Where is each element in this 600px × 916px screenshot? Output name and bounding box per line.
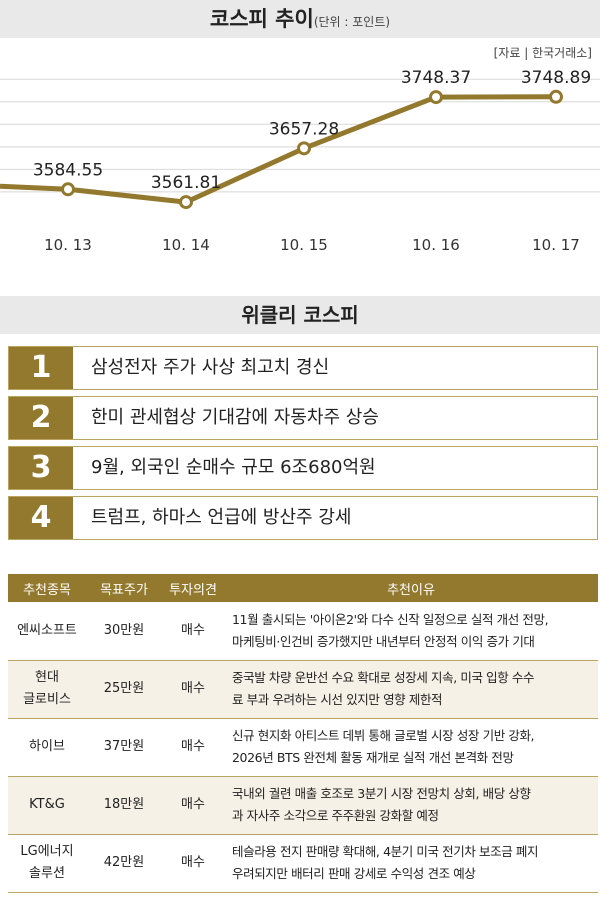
unit-label: (단위 : 포인트) [313, 15, 391, 29]
opinion: 매수 [162, 776, 224, 835]
weekly-item: 3 9월, 외국인 순매수 규모 6조680억원 [8, 446, 598, 490]
chart-title: 코스피 추이 [209, 7, 314, 31]
table-row: 엔씨소프트 30만원 매수 11월 출시되는 '아이온2'와 다수 신작 일정으… [8, 602, 598, 661]
table-header-row: 추천종목 목표주가 투자의견 추천이유 [8, 574, 598, 602]
source-label: [자료 | 한국거래소] [493, 46, 592, 60]
recommendation-table: 추천종목 목표주가 투자의견 추천이유 엔씨소프트 30만원 매수 11월 출시… [8, 574, 598, 893]
reason: 11월 출시되는 '아이온2'와 다수 신작 일정으로 실적 개선 전망, 마케팅… [224, 602, 598, 661]
target-price: 18만원 [86, 776, 162, 835]
stock-name: KT&G [8, 776, 86, 835]
reason: 중국발 차량 운반선 수요 확대로 성장세 지속, 미국 입항 수수 료 부과 우… [224, 660, 598, 719]
weekly-item: 4 트럼프, 하마스 언급에 방산주 강세 [8, 496, 598, 540]
data-label: 3657.28 [269, 119, 339, 139]
x-tick-label: 10. 13 [44, 236, 92, 254]
weekly-item: 2 한미 관세협상 기대감에 자동차주 상승 [8, 396, 598, 440]
target-price: 30만원 [86, 602, 162, 661]
header-stock: 추천종목 [8, 574, 86, 602]
table-row: KT&G 18만원 매수 국내외 궐련 매출 호조로 3분기 시장 전망치 상회… [8, 776, 598, 835]
weekly-item-text: 삼성전자 주가 사상 최고치 경신 [91, 357, 330, 378]
stock-name: 하이브 [8, 718, 86, 777]
opinion: 매수 [162, 660, 224, 719]
table-row: 하이브 37만원 매수 신규 현지화 아티스트 데뷔 통해 글로벌 시장 성장 … [8, 718, 598, 777]
weekly-item-number: 1 [9, 347, 73, 389]
target-price: 42만원 [86, 834, 162, 893]
kospi-line-chart: 3584.55 10. 13 3561.81 10. 14 3657.28 10. 15 3… [0, 68, 600, 254]
x-tick-label: 10. 16 [412, 236, 460, 254]
data-point [179, 195, 193, 210]
series-line [0, 94, 557, 205]
x-tick-label: 10. 14 [162, 236, 210, 254]
x-tick-label: 10. 15 [280, 236, 328, 254]
stock-name: 현대 글로비스 [8, 660, 86, 719]
opinion: 매수 [162, 834, 224, 893]
data-point [61, 182, 75, 197]
opinion: 매수 [162, 602, 224, 661]
data-label: 3748.37 [401, 68, 471, 88]
data-label: 3748.89 [521, 68, 591, 88]
x-tick-label: 10. 17 [532, 236, 580, 254]
data-point [297, 141, 311, 156]
opinion: 매수 [162, 718, 224, 777]
data-label: 3584.55 [33, 160, 103, 180]
data-point [429, 90, 443, 105]
weekly-item-text: 9월, 외국인 순매수 규모 6조680억원 [91, 457, 376, 478]
table-row: 현대 글로비스 25만원 매수 중국발 차량 운반선 수요 확대로 성장세 지속,… [8, 660, 598, 719]
weekly-item-number: 3 [9, 447, 73, 489]
header-target-price: 목표주가 [86, 574, 162, 602]
table-row: LG에너지 솔루션 42만원 매수 테슬라용 전지 판매량 확대해, 4분기 미국… [8, 834, 598, 893]
chart-title-bar: 코스피 추이(단위 : 포인트) [0, 0, 600, 38]
reason: 국내외 궐련 매출 호조로 3분기 시장 전망치 상회, 배당 상향 과 자사주 … [224, 776, 598, 835]
stock-name: LG에너지 솔루션 [8, 834, 86, 893]
weekly-item-text: 한미 관세협상 기대감에 자동차주 상승 [91, 407, 379, 428]
weekly-item-text: 트럼프, 하마스 언급에 방산주 강세 [91, 507, 352, 528]
header-opinion: 투자의견 [162, 574, 224, 602]
weekly-item: 1 삼성전자 주가 사상 최고치 경신 [8, 346, 598, 390]
reason: 테슬라용 전지 판매량 확대해, 4분기 미국 전기차 보조금 폐지 우려되지만 … [224, 834, 598, 893]
target-price: 37만원 [86, 718, 162, 777]
stock-name: 엔씨소프트 [8, 602, 86, 661]
data-label: 3561.81 [151, 173, 221, 193]
header-reason: 추천이유 [224, 574, 598, 602]
target-price: 25만원 [86, 660, 162, 719]
weekly-title: 위클리 코스피 [0, 296, 600, 334]
weekly-item-number: 4 [9, 497, 73, 539]
reason: 신규 현지화 아티스트 데뷔 통해 글로벌 시장 성장 기반 강화, 2026년 … [224, 718, 598, 777]
data-point [549, 89, 563, 104]
weekly-item-number: 2 [9, 397, 73, 439]
